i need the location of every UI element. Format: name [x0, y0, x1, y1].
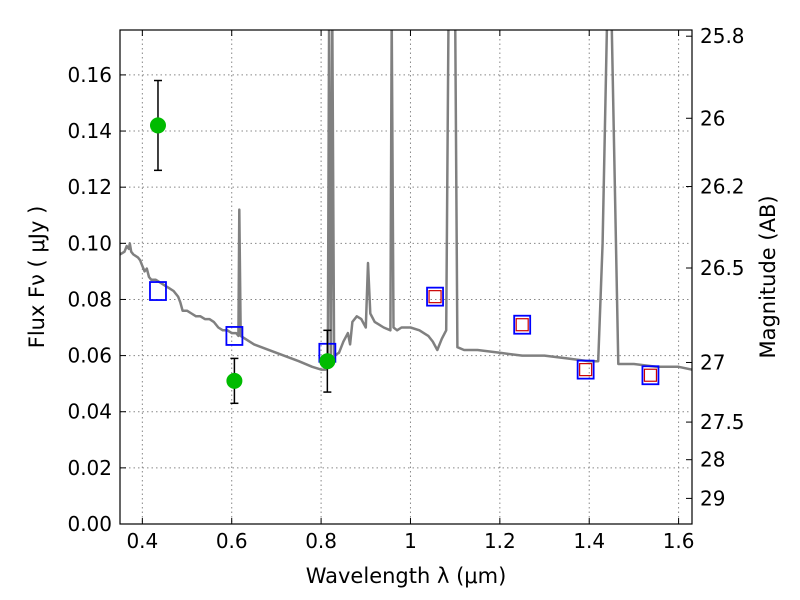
y2-tick-label: 26.2 [700, 175, 745, 199]
model-photometry-inner-box [428, 290, 442, 304]
y-tick-label: 0.00 [67, 512, 112, 536]
y2-axis-title: Magnitude (AB) [756, 195, 780, 358]
y2-tick-label: 25.8 [700, 24, 745, 48]
y-tick-label: 0.04 [67, 400, 112, 424]
observed-points-layer [149, 79, 336, 405]
x-tick-label: 1.2 [484, 529, 516, 553]
x-tick-label: 0.4 [126, 529, 158, 553]
x-axis-title: Wavelength λ (μm) [306, 564, 507, 588]
model-photometry-box [225, 326, 244, 346]
y2-tick-label: 27 [700, 350, 725, 374]
x-tick-label: 1 [404, 529, 417, 553]
y-tick-label: 0.16 [67, 63, 112, 87]
y-axis-title: Flux Fν ( μJy ) [25, 206, 49, 349]
observed-flux-point [319, 353, 336, 370]
y-tick-label: 0.14 [67, 119, 112, 143]
model-spectrum-line [120, 30, 692, 371]
model-photometry-inner-box [515, 318, 529, 332]
y2-tick-label: 26 [700, 106, 725, 130]
observed-flux-point [149, 117, 166, 134]
x-tick-label: 0.8 [305, 529, 337, 553]
model-spectrum-layer [120, 30, 692, 371]
model-photometry-box [513, 314, 532, 335]
y-tick-label: 0.10 [67, 231, 112, 255]
plot-frame [119, 29, 693, 525]
observed-flux-point [226, 372, 243, 389]
y2-tick-label: 26.5 [700, 256, 745, 280]
y-tick-label: 0.02 [67, 456, 112, 480]
y-tick-label: 0.06 [67, 344, 112, 368]
model-photometry-box [641, 365, 660, 386]
y-tick-label: 0.12 [67, 175, 112, 199]
y-tick-label: 0.08 [67, 287, 112, 311]
model-photometry-box [149, 281, 167, 301]
y2-tick-label: 27.5 [700, 410, 745, 434]
x-tick-label: 0.6 [216, 529, 248, 553]
model-photometry-box [426, 286, 444, 307]
y-axis: 0.00 0.02 0.04 0.06 0.08 0.10 0.12 0.14 0.16 [67, 63, 126, 536]
x-tick-label: 1.6 [663, 529, 695, 553]
model-photometry-inner-box [643, 368, 658, 382]
model-photometry-layer [149, 281, 660, 386]
y2-axis: 25.8 26 26.2 26.5 27 27.5 28 29 [686, 24, 745, 510]
x-axis: 0.4 0.6 0.8 1 1.2 1.4 1.6 [126, 30, 695, 553]
x-tick-label: 1.4 [573, 529, 605, 553]
y2-tick-label: 29 [700, 486, 725, 510]
model-photometry-box [576, 359, 595, 380]
y2-tick-label: 28 [700, 448, 725, 472]
model-photometry-inner-box [579, 363, 593, 377]
